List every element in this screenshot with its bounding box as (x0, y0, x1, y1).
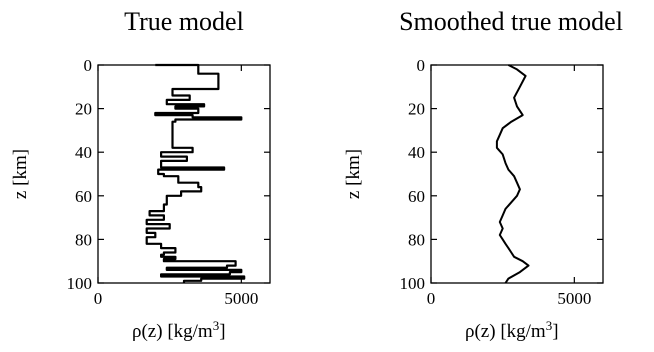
x-tick-label: 5000 (224, 289, 258, 308)
y-axis-label: z [km] (10, 149, 31, 199)
y-axis-label: z [km] (343, 149, 364, 199)
y-tick-labels: 0 20 40 60 80 100 (67, 56, 93, 293)
y-tick-label: 40 (408, 143, 425, 162)
tick-group (431, 65, 603, 283)
tick-group (98, 65, 270, 283)
y-tick-label: 80 (75, 230, 92, 249)
y-tick-label: 0 (84, 56, 93, 75)
x-tick-labels: 0 5000 (94, 289, 259, 308)
x-label-bracket: ] (552, 321, 558, 342)
x-tick-label: 0 (427, 289, 436, 308)
density-profile-line (497, 65, 529, 283)
panel-true-model: True model 0 20 40 60 80 100 0 5000 z [km] ρ(z… (10, 7, 270, 342)
y-tick-label: 20 (408, 100, 425, 119)
y-tick-label: 20 (75, 100, 92, 119)
density-profile-line (147, 65, 245, 283)
y-tick-labels: 0 20 40 60 80 100 (400, 56, 426, 293)
y-tick-label: 60 (408, 187, 425, 206)
panel-smoothed-true-model: Smoothed true model 0 20 40 60 80 100 0 5000 z… (343, 7, 623, 342)
x-axis-label: ρ(z) [kg/m3] (132, 318, 226, 343)
chart-title: Smoothed true model (399, 7, 623, 36)
y-tick-label: 100 (400, 274, 426, 293)
x-label-rho: ρ(z) [kg/m (132, 321, 213, 342)
plot-frame (98, 65, 270, 283)
x-tick-label: 0 (94, 289, 103, 308)
y-tick-label: 0 (417, 56, 426, 75)
y-tick-label: 40 (75, 143, 92, 162)
chart-title: True model (124, 7, 244, 36)
x-tick-label: 5000 (557, 289, 591, 308)
y-tick-label: 80 (408, 230, 425, 249)
y-tick-label: 100 (67, 274, 93, 293)
x-axis-label: ρ(z) [kg/m3] (465, 318, 559, 343)
x-label-bracket: ] (219, 321, 225, 342)
plot-frame (431, 65, 603, 283)
x-tick-labels: 0 5000 (427, 289, 592, 308)
x-label-rho: ρ(z) [kg/m (465, 321, 546, 342)
y-tick-label: 60 (75, 187, 92, 206)
